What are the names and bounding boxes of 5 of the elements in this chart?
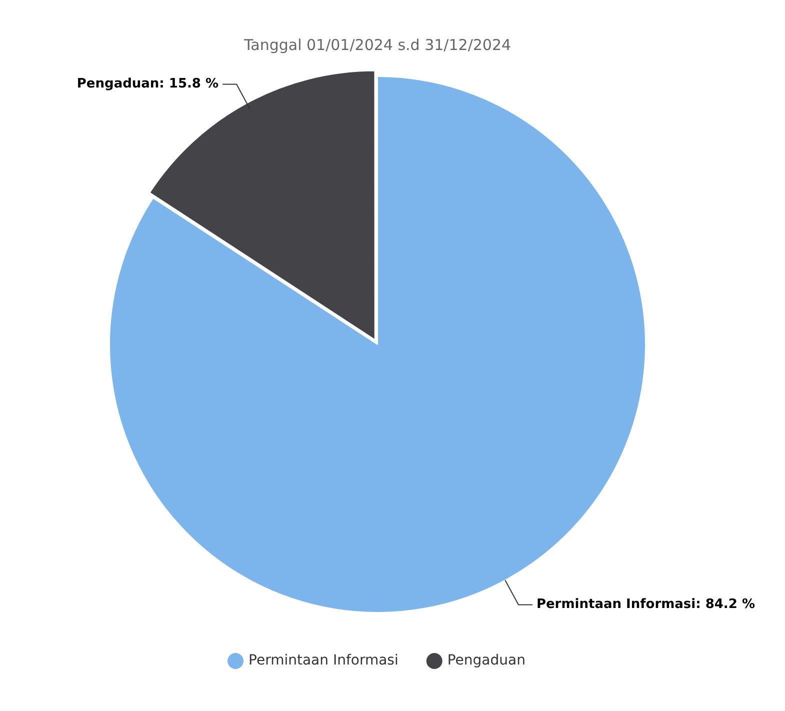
chart-title: Tanggal 01/01/2024 s.d 31/12/2024 bbox=[242, 36, 512, 54]
legend-label: Pengaduan bbox=[447, 652, 526, 669]
data-label: Pengaduan: 15.8 % bbox=[76, 76, 219, 92]
data-label: Permintaan Informasi: 84.2 % bbox=[536, 597, 755, 612]
legend-label: Permintaan Informasi bbox=[248, 652, 398, 669]
